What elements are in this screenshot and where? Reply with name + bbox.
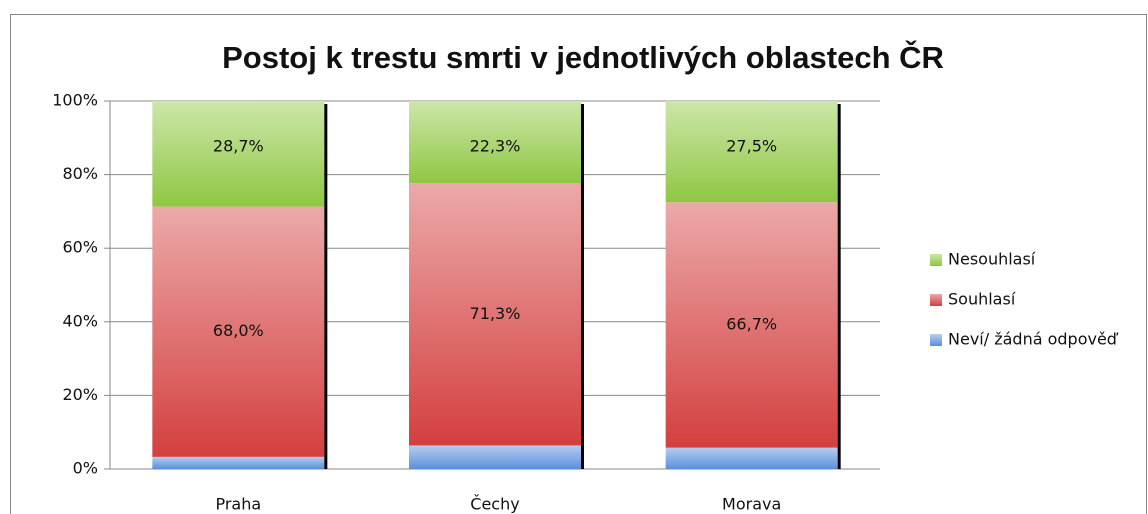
legend-label: Souhlasí (948, 290, 1016, 309)
legend-label: Nesouhlasí (948, 250, 1036, 269)
y-tick-label: 60% (62, 238, 98, 257)
legend-label: Neví/ žádná odpověď (948, 330, 1119, 349)
bar-segment (409, 183, 581, 446)
bar-shadow (837, 104, 841, 469)
y-tick-label: 80% (62, 164, 98, 183)
x-tick-label: Morava (722, 495, 781, 514)
data-label: 71,3% (470, 304, 521, 323)
legend-swatch (930, 294, 942, 306)
bar-segment (152, 206, 325, 457)
bar-segment (152, 101, 325, 207)
bar-shadow (324, 104, 328, 469)
y-tick-label: 40% (62, 311, 98, 330)
legend-swatch (930, 254, 942, 266)
chart-title: Postoj k trestu smrti v jednotlivých obl… (222, 39, 944, 75)
y-tick-label: 100% (52, 91, 98, 110)
data-label: 22,3% (470, 137, 521, 156)
data-label: 28,7% (213, 137, 264, 156)
bar-segment (665, 101, 838, 203)
bar-segment (409, 101, 581, 184)
legend-swatch (930, 334, 942, 346)
x-tick-label: Čechy (470, 495, 519, 514)
bar-segment (665, 447, 838, 469)
bar-segment (152, 456, 325, 469)
data-label: 27,5% (726, 137, 777, 156)
bar-segment (665, 202, 838, 448)
x-tick-label: Praha (215, 495, 261, 514)
data-label: 66,7% (726, 314, 777, 333)
bar-shadow (581, 104, 584, 469)
bar-segment (409, 445, 581, 469)
y-tick-label: 0% (73, 459, 98, 478)
data-label: 68,0% (213, 321, 264, 340)
y-tick-label: 20% (62, 385, 98, 404)
